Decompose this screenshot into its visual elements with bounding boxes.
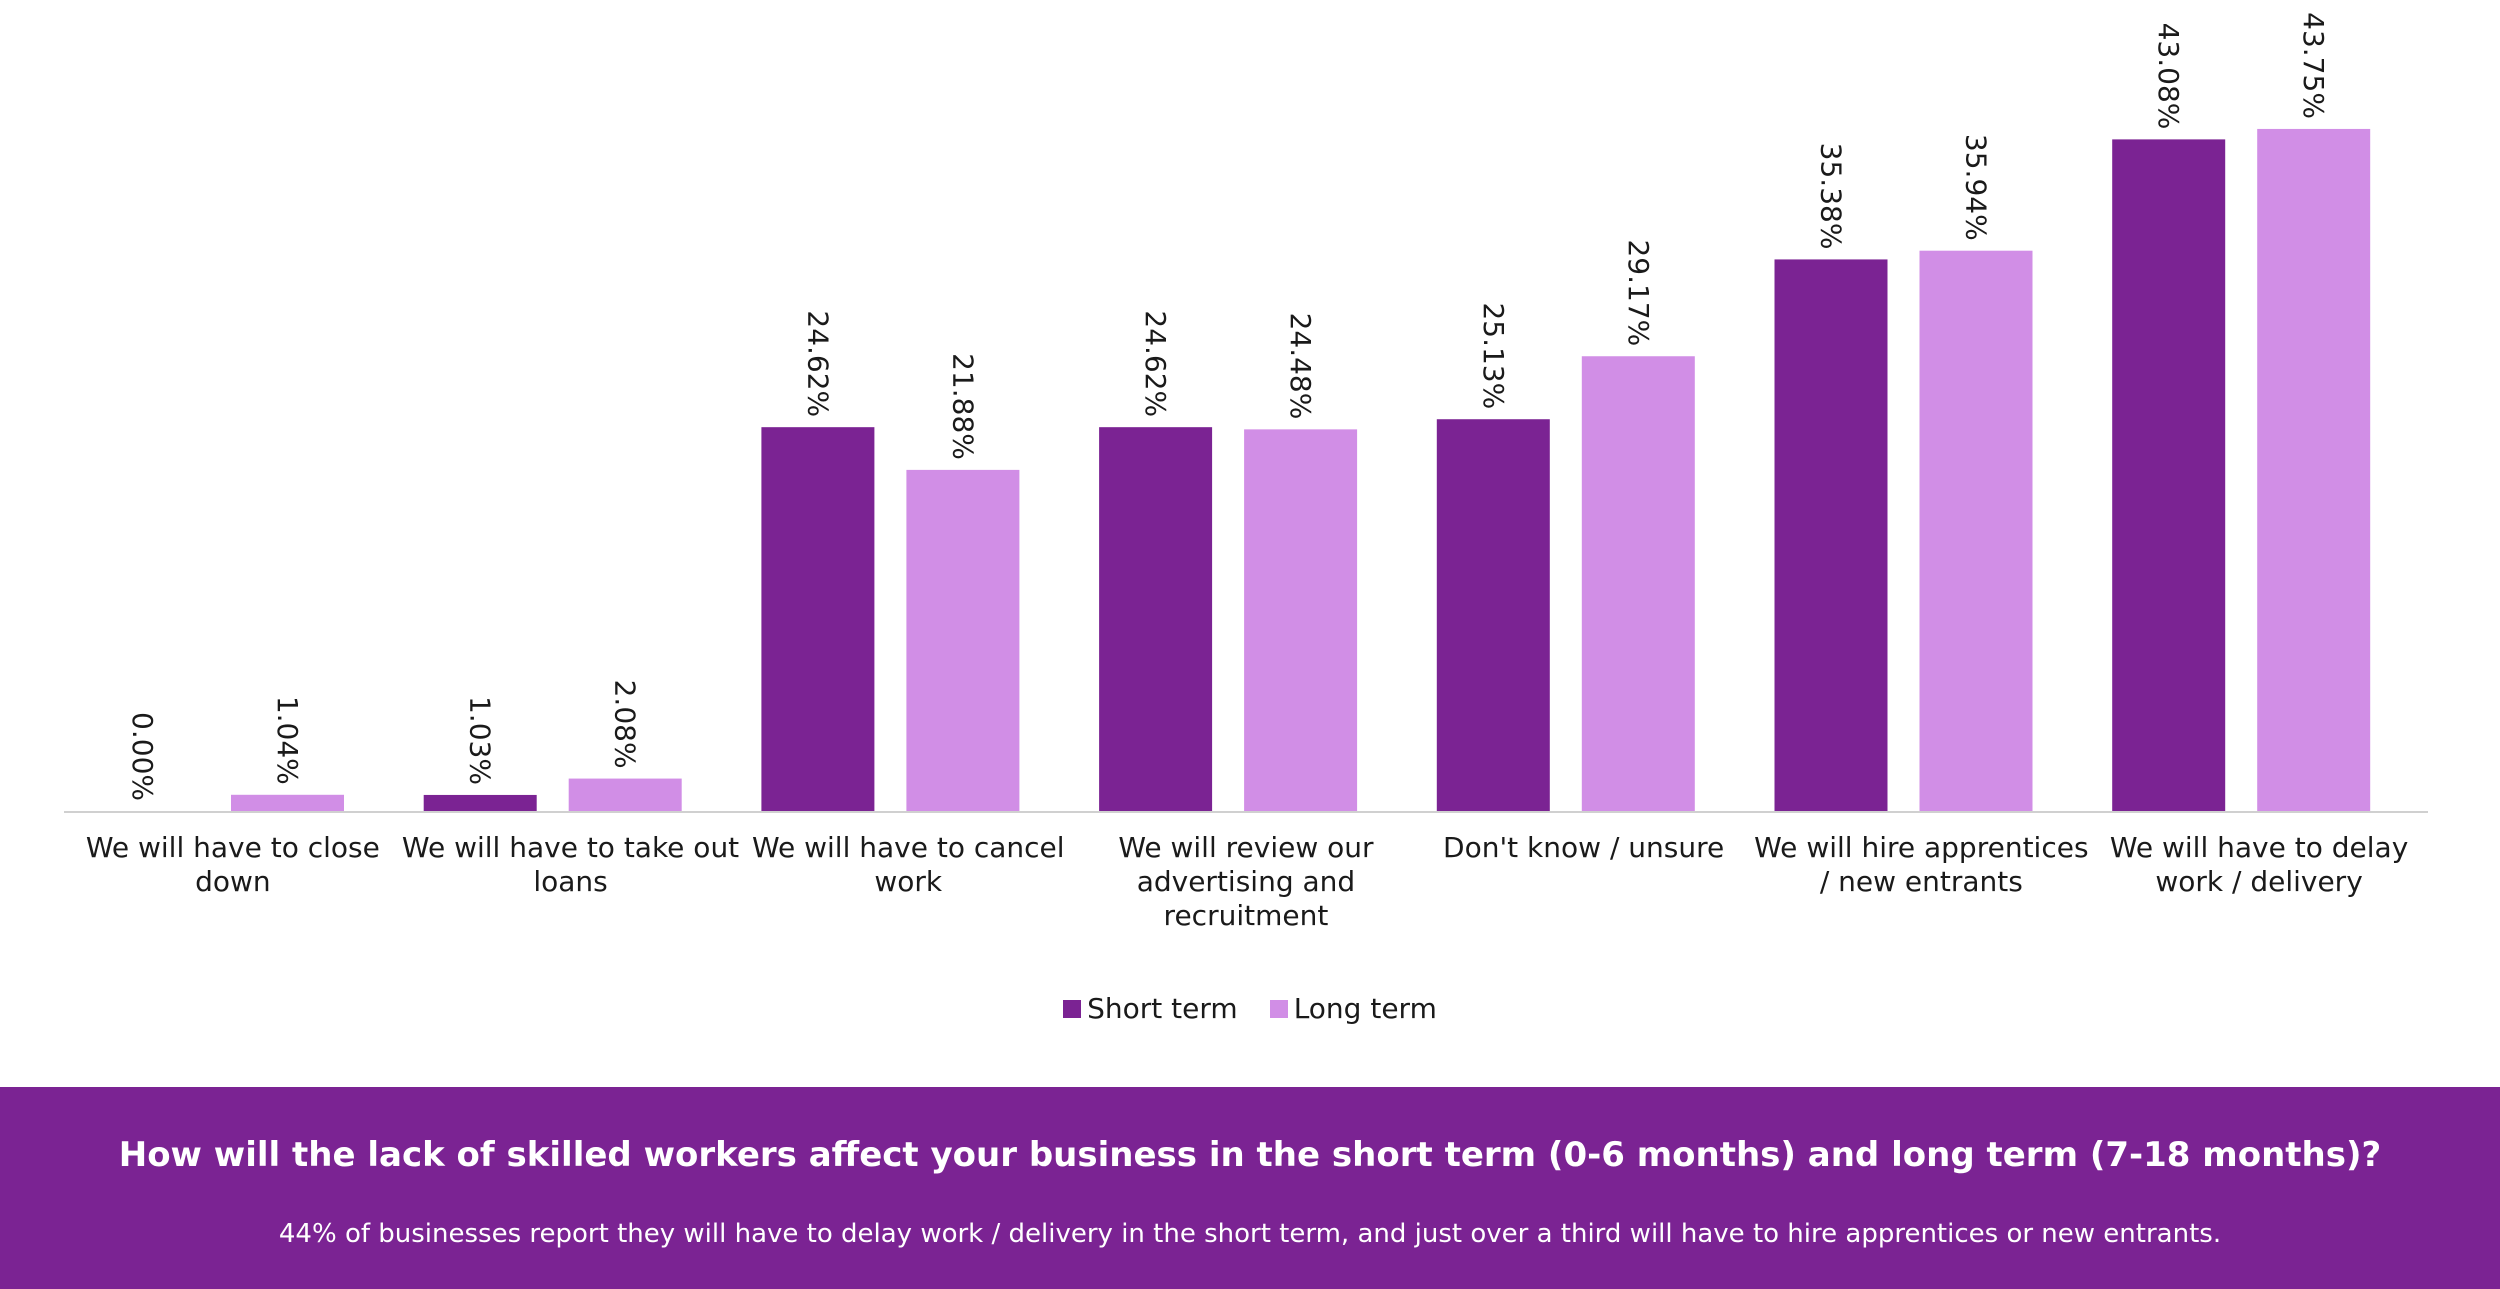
category-label-5: We will hire apprentices / new entrants [1754,831,2089,898]
chart-area: 0.00% 1.04% 1.03% 2.08% 24.62% 21.88% 24.62% 24… [0,12,2500,1025]
bar-short-1 [423,794,537,811]
footer-banner: How will the lack of skilled workers aff… [0,1087,2500,1289]
data-label-short-4: 25.13% [1477,302,1510,409]
legend-label-short-term: Short term [1087,992,1238,1025]
category-label-2: We will have to cancel work [751,831,1065,898]
legend: Short term Long term [0,992,2500,1025]
data-label-long-4: 29.17% [1622,239,1655,346]
data-label-long-6: 43.75% [2297,12,2330,119]
legend-swatch-short-term [1063,999,1082,1018]
bar-long-5 [1919,250,2033,811]
bar-long-0 [231,794,344,811]
bar-long-6 [2257,128,2371,811]
bar-short-3 [1099,427,1213,811]
legend-label-long-term: Long term [1293,992,1437,1025]
bar-long-1 [568,778,682,811]
legend-swatch-long-term [1269,999,1288,1018]
data-label-long-0: 1.04% [271,696,304,785]
data-label-short-3: 24.62% [1139,310,1172,417]
data-label-long-2: 21.88% [946,353,979,460]
legend-item-short-term: Short term [1063,992,1238,1025]
bar-chart: 0.00% 1.04% 1.03% 2.08% 24.62% 21.88% 24.62% 24… [64,12,2428,813]
category-label-0: We will have to close down [85,831,380,898]
category-label-4: Don't know / unsure [1443,831,1725,864]
category-label-6: We will have to delay work / delivery [2109,831,2409,898]
legend-item-long-term: Long term [1269,992,1437,1025]
footer-subtitle: 44% of businesses report they will have … [278,1219,2222,1249]
bar-long-2 [906,469,1020,811]
data-label-short-0: 0.00% [126,712,159,801]
data-label-long-5: 35.94% [1960,134,1993,241]
data-label-short-5: 35.38% [1815,143,1848,250]
data-label-long-3: 24.48% [1284,313,1317,420]
bar-short-6 [2112,139,2226,811]
category-label-1: We will have to take out loans [401,831,740,898]
bar-short-5 [1774,259,1888,812]
data-label-short-2: 24.62% [801,310,834,417]
bar-short-4 [1436,419,1550,811]
bar-long-4 [1581,356,1695,811]
category-label-3: We will review our advertising and recru… [1118,831,1374,932]
bar-short-2 [761,427,875,811]
data-label-long-1: 2.08% [609,680,642,769]
data-label-short-1: 1.03% [464,696,497,785]
bar-long-3 [1244,429,1358,811]
footer-title: How will the lack of skilled workers aff… [118,1135,2382,1175]
data-label-short-6: 43.08% [2152,23,2185,130]
